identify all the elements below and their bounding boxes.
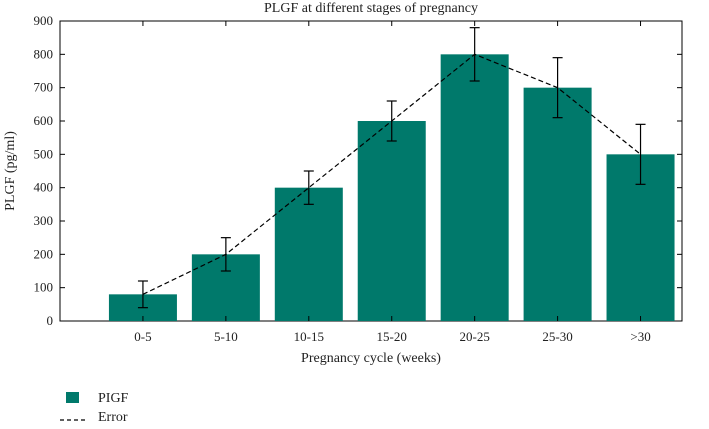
y-tick-label: 200 [34,246,54,261]
y-tick-label: 100 [34,280,54,295]
legend-label-error: Error [98,410,128,424]
x-tick-label: 20-25 [459,329,489,344]
legend-label-pigf: PIGF [98,391,129,406]
y-tick-label: 300 [34,213,54,228]
bar [440,54,509,321]
x-axis-label: Pregnancy cycle (weeks) [301,351,441,366]
x-tick-label: 10-15 [294,329,324,344]
x-tick-label: 5-10 [214,329,238,344]
bar [523,87,592,322]
y-tick-label: 900 [34,13,54,28]
x-tick-label: 15-20 [377,329,407,344]
y-tick-label: 0 [47,313,54,328]
chart-title: PLGF at different stages of pregnancy [264,1,478,16]
plot-area: 0 100 200 300 400 500 600 700 800 900 0-5 5-10 10-15… [34,13,683,344]
x-tick-label: 25-30 [542,329,572,344]
y-tick-label: 800 [34,46,54,61]
y-tick-label: 700 [34,80,54,95]
y-axis-label: PLGF (pg/ml) [3,131,18,211]
y-tick-label: 600 [34,113,54,128]
x-tick-label: 0-5 [134,329,151,344]
bar [274,187,343,321]
bar [357,121,426,321]
y-tick-label: 500 [34,146,54,161]
x-tick-label: >30 [630,329,650,344]
legend: PIGF Error [60,391,129,425]
legend-swatch-pigf [66,392,79,403]
y-tick-label: 400 [34,180,54,195]
